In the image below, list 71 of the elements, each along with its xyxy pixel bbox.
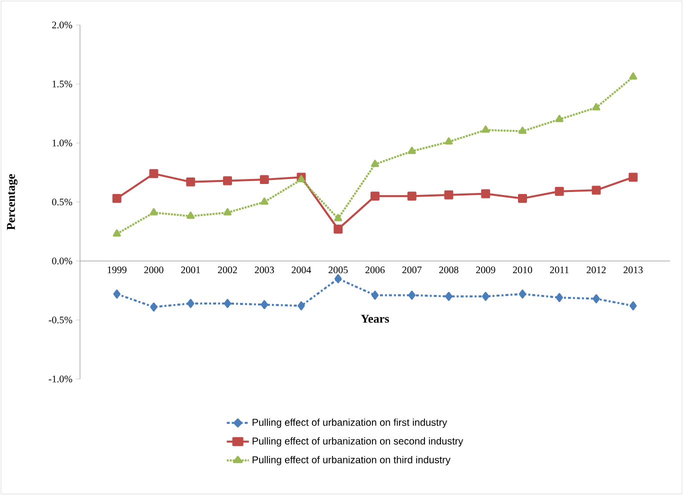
- x-tick-label: 2000: [144, 266, 164, 274]
- point: [334, 214, 342, 222]
- x-tick-label: 2010: [512, 266, 532, 274]
- point: [297, 175, 306, 182]
- y-tick-label: 1.5%: [52, 80, 72, 88]
- point: [370, 192, 380, 201]
- y-axis-title: Percentage: [7, 174, 18, 230]
- x-tick-label: 2001: [181, 266, 200, 274]
- point: [555, 114, 564, 122]
- point: [482, 126, 490, 133]
- x-tick-label: 2005: [328, 266, 348, 274]
- x-tick-label: 2012: [586, 266, 606, 274]
- point: [554, 186, 564, 196]
- point: [334, 274, 342, 284]
- point: [112, 194, 122, 203]
- point: [408, 290, 416, 300]
- x-tick-label: 2013: [624, 266, 643, 274]
- y-tick-label: 0.0%: [52, 258, 72, 264]
- point: [260, 175, 269, 184]
- point: [629, 72, 638, 80]
- point: [518, 290, 526, 299]
- point: [334, 224, 343, 234]
- point: [445, 292, 452, 301]
- point: [149, 169, 158, 178]
- y-tick-label: 0.5%: [52, 198, 72, 206]
- point: [592, 294, 600, 304]
- y-tick-label: 2.0%: [52, 22, 72, 28]
- point: [370, 160, 380, 167]
- x-tick-label: 2007: [402, 266, 422, 274]
- x-tick-label: 2006: [365, 266, 385, 274]
- point: [298, 301, 305, 310]
- point: [223, 208, 232, 216]
- point: [518, 194, 527, 203]
- x-tick-label: 2002: [218, 266, 237, 274]
- point: [371, 290, 379, 300]
- y-tick-label: -1.0%: [48, 376, 72, 382]
- point: [592, 103, 600, 110]
- point: [592, 186, 601, 195]
- x-tick-label: 2003: [254, 266, 274, 274]
- point: [444, 137, 453, 145]
- x-axis-title: Years: [360, 314, 389, 323]
- point: [630, 301, 637, 310]
- point: [482, 292, 490, 301]
- x-tick-label: 2004: [292, 266, 312, 274]
- x-tick-label: 2011: [550, 266, 569, 274]
- point: [150, 302, 158, 312]
- point: [260, 300, 268, 310]
- point: [518, 126, 527, 134]
- point: [113, 290, 120, 299]
- point: [224, 298, 232, 308]
- legend-label: Pulling effect of urbanization on first industry: [252, 418, 448, 428]
- legend-label: Pulling effect of urbanization on second industry: [252, 437, 464, 447]
- point: [112, 229, 121, 237]
- point: [408, 146, 416, 154]
- y-tick-label: 1.0%: [52, 140, 72, 146]
- point: [186, 177, 196, 186]
- point: [260, 198, 268, 205]
- x-tick-label: 2008: [439, 266, 458, 274]
- legend-label: Pulling effect of urbanization on third industry: [252, 456, 450, 466]
- point: [186, 212, 195, 219]
- point: [556, 293, 563, 302]
- point: [187, 298, 194, 308]
- x-tick-label: 2009: [476, 266, 496, 274]
- y-tick-label: -0.5%: [48, 316, 72, 324]
- point: [150, 208, 158, 216]
- x-tick-label: 1999: [108, 266, 126, 274]
- point: [444, 190, 454, 200]
- point: [481, 189, 490, 198]
- point: [223, 176, 232, 186]
- point: [407, 192, 416, 201]
- point: [628, 172, 638, 182]
